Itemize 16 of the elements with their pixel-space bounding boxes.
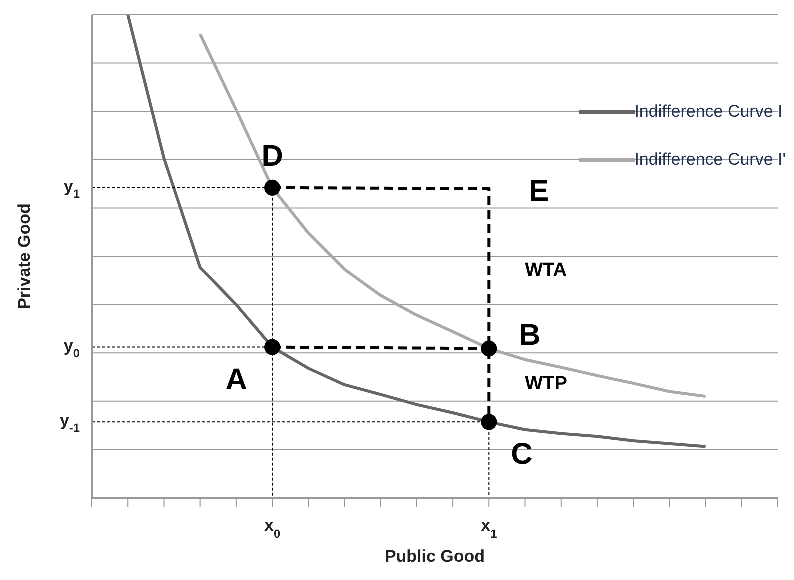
x-tick-label: x$_{1}$ xyxy=(481,516,498,541)
annotation: E xyxy=(529,174,550,208)
series-label: y$_{-1}$ xyxy=(60,412,80,436)
annotation: B xyxy=(519,318,541,352)
annotation: C xyxy=(511,438,533,472)
annotation: WTP xyxy=(525,374,568,395)
series-label: y$_{1}$ xyxy=(64,177,80,202)
annotation: D xyxy=(262,140,284,173)
x-tick-label: x$_{0}$ xyxy=(264,516,281,541)
y-axis-title: Private Good xyxy=(15,204,34,310)
legend-label: Indifference Curve I xyxy=(634,102,783,122)
annotation: A xyxy=(226,363,248,396)
annotation: WTA xyxy=(525,260,568,282)
series-label: y$_{0}$ xyxy=(64,336,80,360)
legend-label: Indifference Curve I' xyxy=(634,150,786,170)
x-axis-title: Public Good xyxy=(384,547,486,566)
